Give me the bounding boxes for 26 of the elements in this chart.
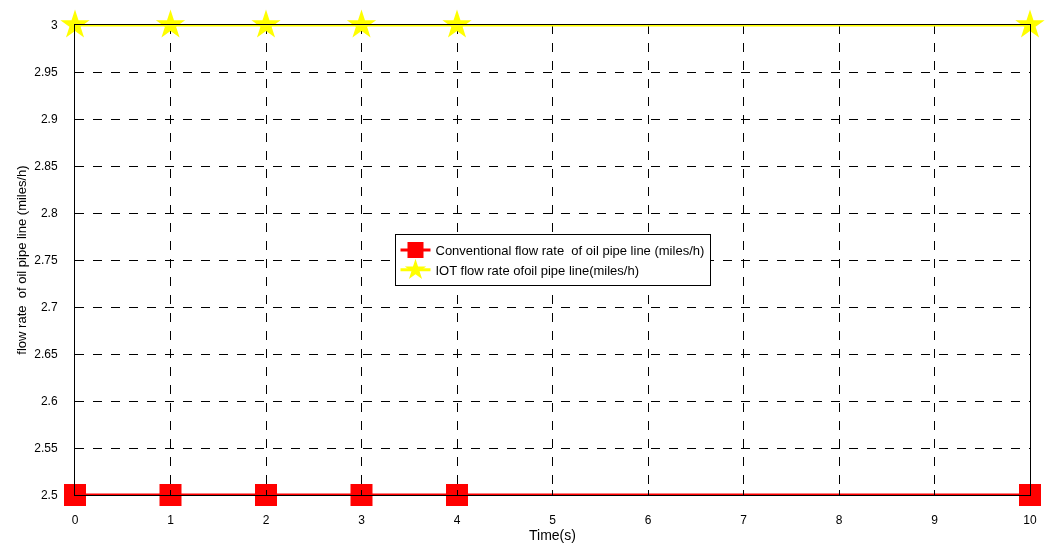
x-tick-label: 9	[931, 513, 939, 528]
x-tick-label: 1	[167, 513, 175, 528]
x-tick-label: 3	[358, 513, 366, 528]
x-tick-label: 4	[453, 513, 461, 528]
y-tick-label: 2.8	[40, 206, 58, 221]
x-tick-label: 5	[549, 513, 557, 528]
y-axis-title: flow rate of oil pipe line (miles/h)	[14, 165, 30, 355]
y-tick-label: 2.55	[34, 441, 58, 456]
x-tick-label: 10	[1023, 513, 1037, 528]
y-tick-label: 2.6	[40, 394, 58, 409]
legend-label: IOT flow rate ofoil pipe line(miles/h)	[435, 262, 640, 278]
y-tick-label: 2.75	[34, 253, 58, 268]
legend-label: Conventional flow rate of oil pipe line (miles/h)	[435, 243, 705, 259]
y-tick-label: 3	[50, 18, 58, 33]
y-tick-label: 2.5	[40, 488, 58, 503]
x-tick-label: 2	[262, 513, 270, 528]
y-tick-label: 2.7	[40, 300, 58, 315]
y-tick-label: 2.85	[34, 159, 58, 174]
y-tick-label: 2.9	[40, 112, 58, 127]
x-axis-title: Time(s)	[529, 527, 576, 544]
x-tick-label: 6	[644, 513, 652, 528]
y-tick-label: 2.65	[34, 347, 58, 362]
y-tick-label: 2.95	[34, 65, 58, 80]
x-tick-label: 7	[740, 513, 748, 528]
x-tick-label: 8	[835, 513, 843, 528]
x-tick-label: 0	[71, 513, 79, 528]
